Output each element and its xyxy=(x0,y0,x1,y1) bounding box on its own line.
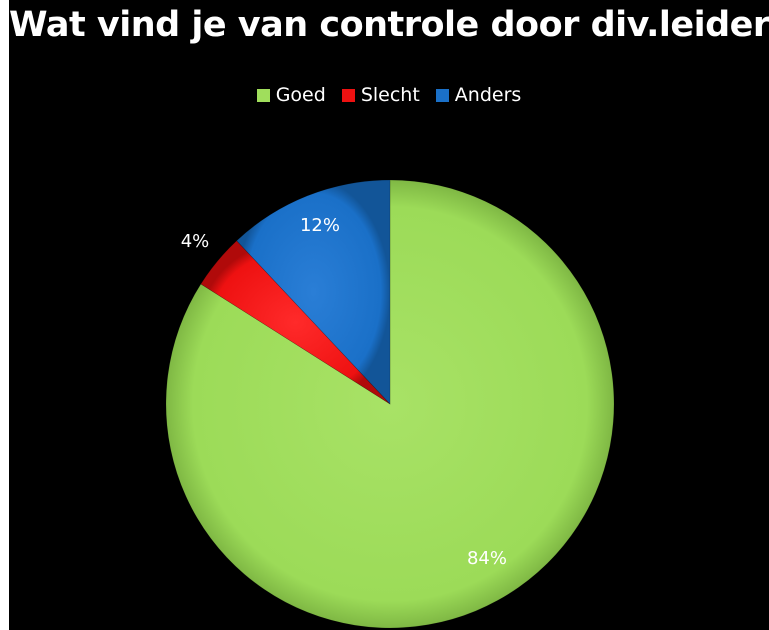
chart-slide: Wat vind je van controle door div.leider… xyxy=(9,0,769,630)
chart-title: Wat vind je van controle door div.leider… xyxy=(9,5,769,45)
pie-slices xyxy=(165,179,615,629)
pie-slice-goed xyxy=(165,179,615,629)
pie-data-labels: 84% 4% 12% xyxy=(181,215,507,569)
legend-item-goed: Goed xyxy=(256,83,326,107)
pie-slice-slecht xyxy=(200,240,391,405)
pie-slice-anders xyxy=(236,179,391,405)
legend-item-slecht: Slecht xyxy=(341,83,420,107)
legend-label-slecht: Slecht xyxy=(360,84,420,106)
legend-label-anders: Anders xyxy=(454,84,522,106)
legend-swatch-anders xyxy=(435,88,449,102)
legend-swatch-goed xyxy=(256,88,270,102)
data-label-anders: 12% xyxy=(300,215,340,236)
legend-label-goed: Goed xyxy=(275,84,326,106)
data-label-goed: 84% xyxy=(467,548,507,569)
legend-swatch-slecht xyxy=(341,88,355,102)
data-label-slecht: 4% xyxy=(181,231,210,252)
legend-item-anders: Anders xyxy=(435,83,522,107)
pie-chart: 84% 4% 12% xyxy=(165,179,615,629)
chart-legend: Goed Slecht Anders xyxy=(9,83,769,107)
